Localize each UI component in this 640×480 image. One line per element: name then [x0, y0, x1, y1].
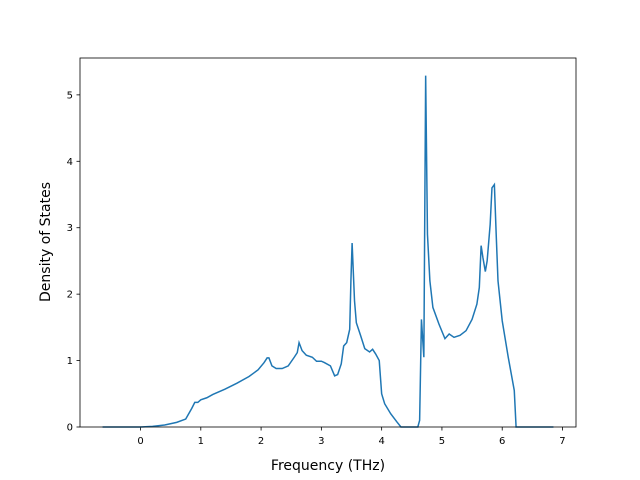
y-tick-label: 4	[67, 157, 73, 168]
x-tick-label: 0	[137, 436, 143, 447]
y-tick-label: 1	[67, 356, 73, 367]
x-tick-label: 3	[318, 436, 324, 447]
x-tick-label: 5	[439, 436, 445, 447]
x-axis-label: Frequency (THz)	[271, 458, 385, 474]
x-tick-label: 7	[559, 436, 565, 447]
x-tick-label: 1	[198, 436, 204, 447]
y-tick-label: 0	[67, 423, 73, 434]
y-tick-label: 3	[67, 223, 73, 234]
x-tick-label: 2	[258, 436, 264, 447]
y-tick-label: 2	[67, 290, 73, 301]
y-tick-label: 5	[67, 90, 73, 101]
plot-frame	[79, 57, 577, 428]
y-axis-label: Density of States	[38, 182, 54, 302]
x-tick-label: 6	[499, 436, 505, 447]
line-series	[102, 75, 554, 428]
x-tick-label: 4	[378, 436, 384, 447]
